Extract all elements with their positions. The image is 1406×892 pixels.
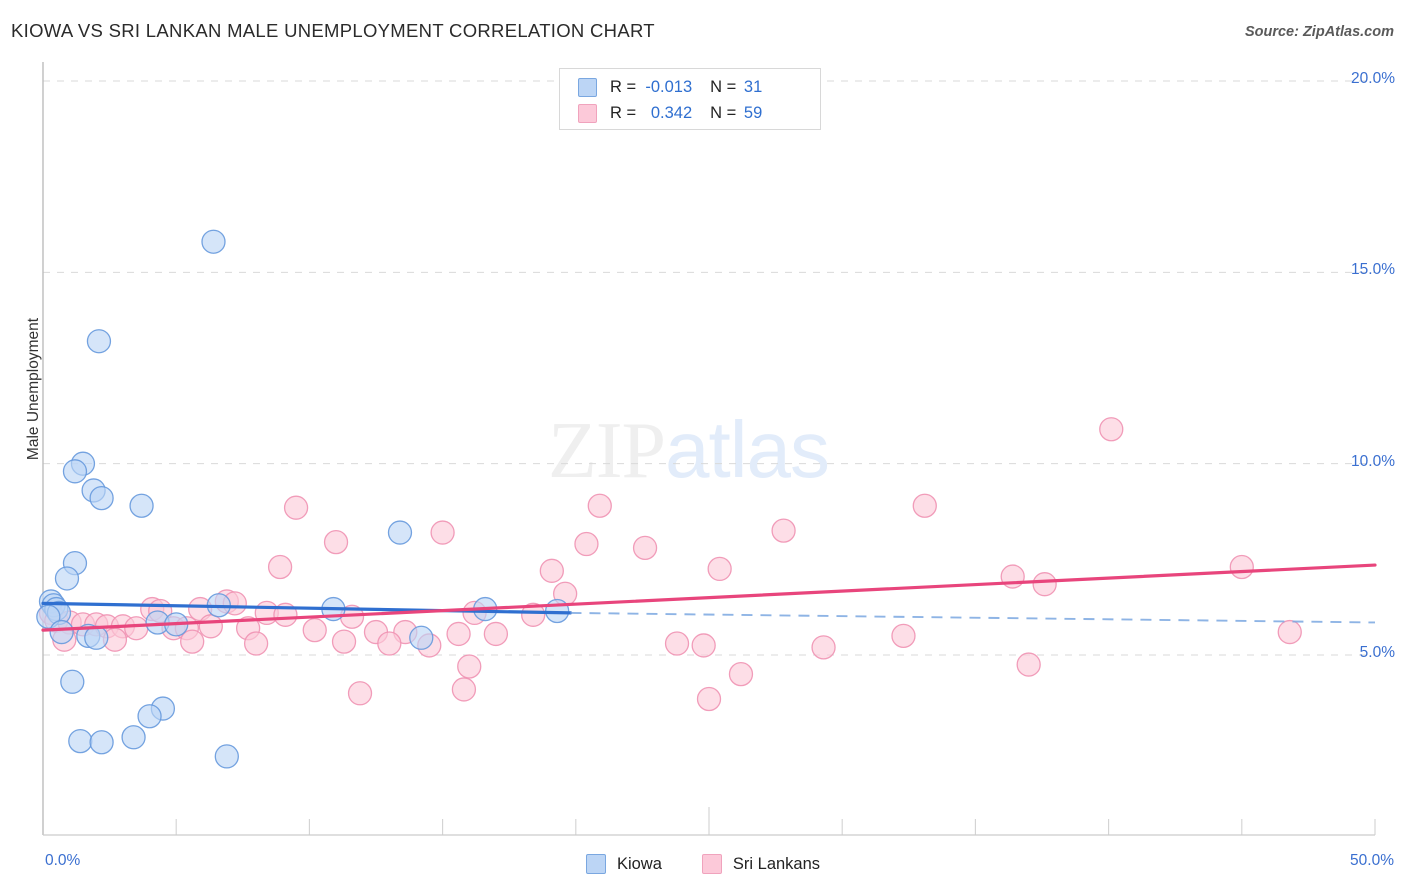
stat-swatch-sri-lankans xyxy=(578,103,597,123)
legend-item-kiowa[interactable]: Kiowa xyxy=(585,854,662,874)
x-axis-max-label: 50.0% xyxy=(1350,852,1394,869)
stat-n-label-sri-lankans: N = xyxy=(710,103,737,122)
stat-n-value-sri-lankans: 59 xyxy=(743,103,763,122)
kiowa-points xyxy=(36,229,570,769)
stat-n-value-kiowa: 31 xyxy=(743,77,763,96)
y-axis-tick-label: 10.0% xyxy=(1351,452,1395,470)
sri-lankans-points xyxy=(38,417,1302,712)
page-title: KIOWA VS SRI LANKAN MALE UNEMPLOYMENT CO… xyxy=(11,20,655,41)
stat-r-label-kiowa: R = xyxy=(610,77,637,96)
y-axis-tick-label: 15.0% xyxy=(1351,261,1395,279)
legend-label-sri-lankans: Sri Lankans xyxy=(732,854,821,873)
y-axis-title: Male Unemployment xyxy=(25,317,42,461)
legend-swatch-sri-lankans xyxy=(701,854,722,874)
legend-item-sri-lankans[interactable]: Sri Lankans xyxy=(701,854,821,874)
stat-row-sri-lankans: R = 0.342 N = 59 xyxy=(578,100,820,126)
legend-label-kiowa: Kiowa xyxy=(616,854,662,873)
legend-swatch-kiowa xyxy=(585,854,606,874)
stat-row-kiowa: R = -0.013 N = 31 xyxy=(578,74,820,100)
y-axis-tick-label: 20.0% xyxy=(1351,70,1395,87)
x-axis-ticks xyxy=(42,807,1376,835)
x-axis-min-label: 0.0% xyxy=(45,852,81,869)
series-legend: Kiowa Sri Lankans xyxy=(0,854,1406,874)
stat-n-label-kiowa: N = xyxy=(710,77,737,96)
stat-r-value-kiowa: -0.013 xyxy=(645,77,693,96)
gridlines xyxy=(43,80,1375,656)
trend-lines xyxy=(41,563,1377,632)
stat-swatch-kiowa xyxy=(578,77,597,97)
stat-r-value-sri-lankans: 0.342 xyxy=(650,103,693,122)
source-label: Source: ZipAtlas.com xyxy=(1244,24,1394,40)
y-axis-tick-label: 5.0% xyxy=(1359,644,1395,661)
stat-r-label-sri-lankans: R = xyxy=(610,103,637,122)
correlation-stats-legend: R = -0.013 N = 31 R = 0.342 N = 59 xyxy=(559,68,821,130)
